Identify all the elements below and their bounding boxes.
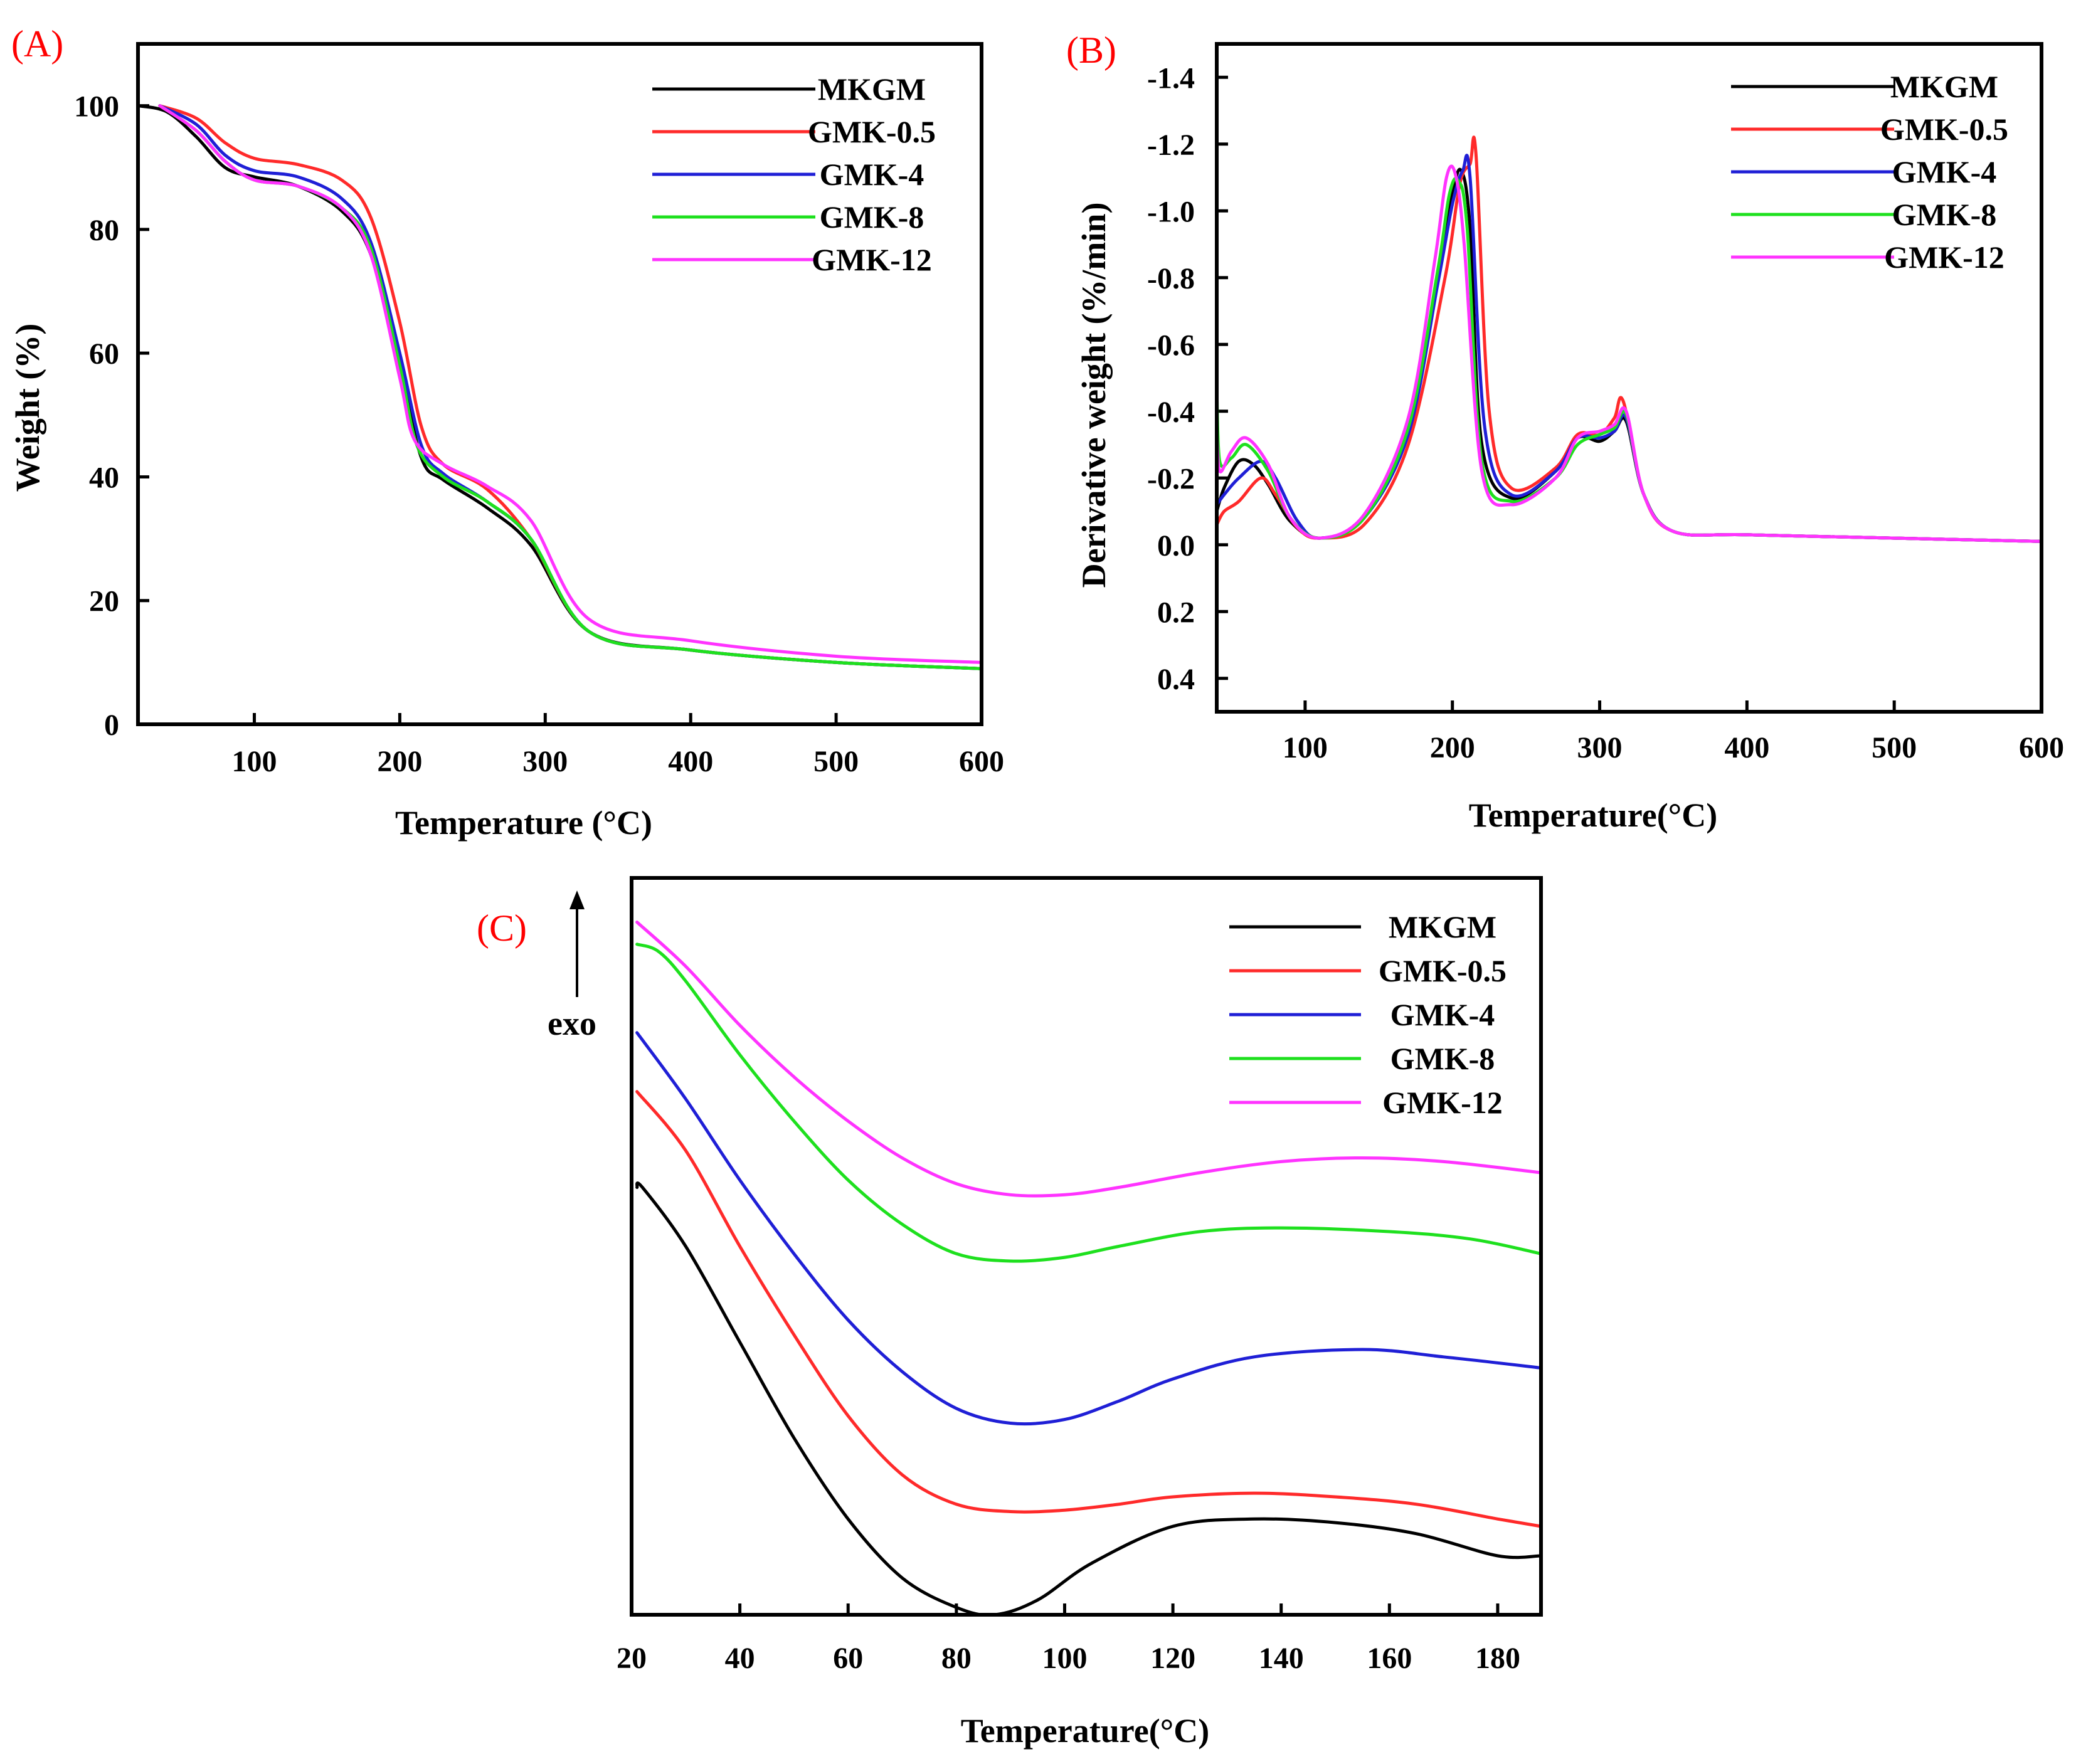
panel-b-legend-label-gmk-0-5: GMK-0.5 <box>1880 112 2008 147</box>
panel-c-x-tick-label: 120 <box>1150 1642 1195 1675</box>
panel-b-legend-label-gmk-4: GMK-4 <box>1892 154 1997 189</box>
panel-c-x-tick-label: 180 <box>1475 1642 1520 1675</box>
panel-a-legend-label-gmk-8: GMK-8 <box>820 199 924 235</box>
panel-a-x-axis-title: Temperature (°C) <box>395 804 652 842</box>
panel-a-y-tick-label: 80 <box>89 214 119 247</box>
panel-c-legend-label-gmk-0-5: GMK-0.5 <box>1379 953 1507 988</box>
panel-b-y-axis-title: Derivative weight (%/min) <box>1075 203 1113 588</box>
panel-b-label: (B) <box>1066 29 1116 71</box>
panel-c-series-gmk-4 <box>635 1031 1543 1426</box>
panel-a-legend-label-gmk-12: GMK-12 <box>812 242 932 277</box>
panel-c-plot-frame <box>630 876 1543 1617</box>
panel-a-x-tick-label: 100 <box>232 745 277 778</box>
panel-a-x-tick-label: 600 <box>959 745 1004 778</box>
panel-a-chart: (A) Temperature (°C) Weight (%) 100 200 30… <box>9 23 1004 842</box>
panel-b-y-tick-label: -0.4 <box>1147 396 1195 429</box>
panel-a-x-tick-label: 400 <box>668 745 713 778</box>
panel-b-x-tick-label: 500 <box>1872 731 1917 764</box>
panel-c-series-gmk-8 <box>635 943 1543 1263</box>
panel-a-plot-frame <box>136 42 983 726</box>
panel-b-x-tick-label: 300 <box>1577 731 1623 764</box>
panel-c-x-tick-label: 140 <box>1259 1642 1304 1675</box>
panel-c-legend-label-gmk-12: GMK-12 <box>1382 1085 1503 1120</box>
panel-c-label: (C) <box>477 907 527 949</box>
panel-c-x-tick-label: 80 <box>941 1642 972 1675</box>
panel-a-x-tick-label: 300 <box>522 745 568 778</box>
panel-c-exo-annotation: exo <box>548 1005 596 1042</box>
panel-b-legend-label-gmk-8: GMK-8 <box>1892 197 1997 232</box>
panel-a-y-tick-label: 40 <box>89 461 119 494</box>
panel-a-label: (A) <box>11 23 63 65</box>
panel-b-x-tick-label: 400 <box>1724 731 1769 764</box>
panel-a-legend-label-mkgm: MKGM <box>818 71 926 107</box>
panel-a-y-tick-label: 100 <box>74 90 119 124</box>
panel-b-y-tick-label: -1.4 <box>1147 61 1195 95</box>
panel-c-legend-label-gmk-4: GMK-4 <box>1390 997 1495 1032</box>
panel-a-y-tick-label: 20 <box>89 585 119 618</box>
panel-b-y-tick-label: 0.4 <box>1157 663 1195 696</box>
panel-b-y-tick-label: -0.8 <box>1147 262 1195 295</box>
panel-a-series-gmk-12 <box>158 104 983 664</box>
panel-b-y-tick-label: 0.0 <box>1157 529 1195 562</box>
panel-c-chart: (C) exo Temperature(°C) 20 40 60 80 100 120 14… <box>477 876 1543 1750</box>
panel-b-series-gmk-12 <box>1215 164 2043 543</box>
panel-b-y-tick-label: -1.2 <box>1147 129 1195 162</box>
panel-c-x-axis-title: Temperature(°C) <box>961 1712 1210 1750</box>
panel-b-x-tick-label: 200 <box>1430 731 1475 764</box>
panel-a-x-tick-label: 500 <box>813 745 859 778</box>
panel-b-legend-label-mkgm: MKGM <box>1890 69 1998 104</box>
panel-c-legend-label-mkgm: MKGM <box>1389 909 1496 944</box>
panel-b-x-tick-label: 600 <box>2019 731 2064 764</box>
panel-a-x-tick-label: 200 <box>377 745 422 778</box>
panel-c-x-tick-label: 40 <box>725 1642 755 1675</box>
panel-b-chart: (B) Temperature(°C) Derivative weight (%… <box>1066 29 2064 834</box>
panel-a-legend-label-gmk-4: GMK-4 <box>820 157 924 192</box>
panel-c-series-gmk-0-5 <box>635 1090 1543 1528</box>
panel-c-x-tick-label: 20 <box>617 1642 647 1675</box>
exo-arrow-head <box>569 890 585 909</box>
panel-b-legend-label-gmk-12: GMK-12 <box>1884 240 2005 275</box>
panel-b-y-tick-label: 0.2 <box>1157 596 1195 629</box>
panel-a-y-tick-label: 60 <box>89 337 119 371</box>
panel-a-y-tick-label: 0 <box>104 709 119 742</box>
panel-c-x-tick-label: 60 <box>833 1642 863 1675</box>
panel-b-y-tick-label: -0.6 <box>1147 329 1195 362</box>
panel-b-plot-frame <box>1215 42 2043 714</box>
panel-c-x-tick-label: 100 <box>1042 1642 1087 1675</box>
panel-c-legend-label-gmk-8: GMK-8 <box>1390 1041 1495 1076</box>
panel-a-y-axis-title: Weight (%) <box>9 324 46 492</box>
panel-b-x-tick-label: 100 <box>1283 731 1328 764</box>
panel-b-y-tick-label: -1.0 <box>1147 195 1195 228</box>
panel-c-x-tick-label: 160 <box>1367 1642 1412 1675</box>
panel-c-series-gmk-12 <box>635 921 1543 1198</box>
panel-a-legend-label-gmk-0-5: GMK-0.5 <box>808 114 936 149</box>
panel-b-x-axis-title: Temperature(°C) <box>1469 796 1718 834</box>
panel-b-y-tick-label: -0.2 <box>1147 462 1195 495</box>
